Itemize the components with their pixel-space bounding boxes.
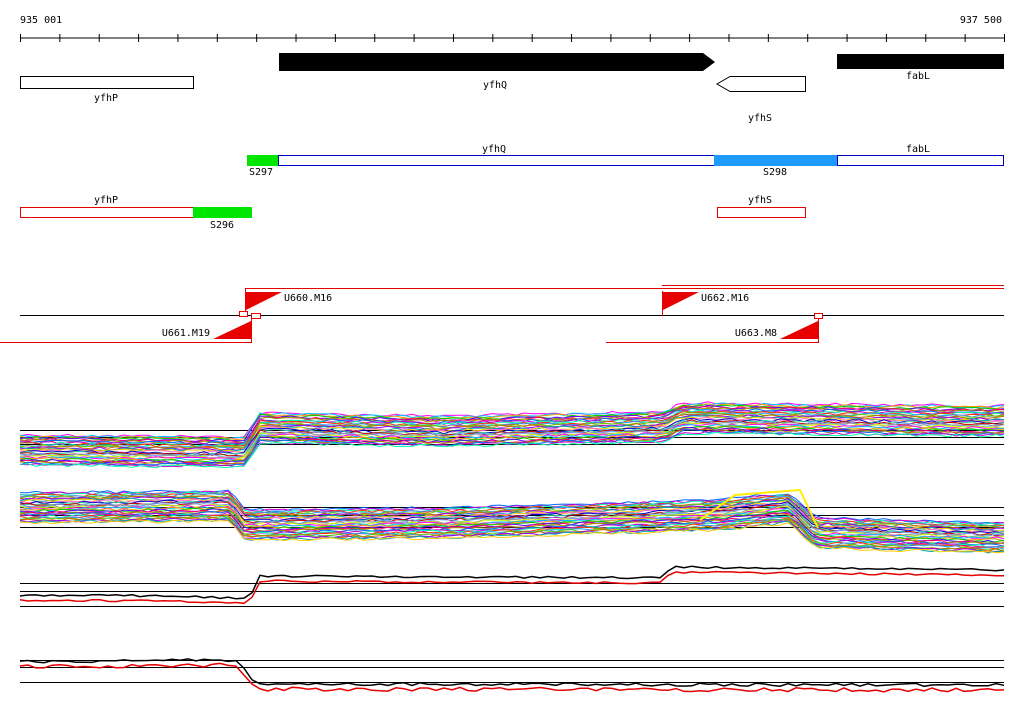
expression-profile-line (19, 503, 1005, 538)
expression-summary-line (19, 565, 1005, 600)
marker-U661-M19-handle[interactable] (239, 311, 248, 317)
ruler-start-label: 935 001 (20, 15, 62, 26)
segment-S298[interactable] (714, 155, 837, 166)
expression-profile-line (19, 414, 1005, 452)
expression-profile-line (19, 419, 1005, 457)
expression-profile-line (699, 488, 819, 529)
expression-profile-line (19, 505, 1005, 542)
expression-profile-line (19, 401, 1005, 439)
segment-yfhS-label: yfhS (748, 195, 772, 206)
expression-profile-line (19, 426, 1005, 464)
marker-track: U660.M16 U662.M16 U661.M19 U663.M8 (0, 285, 1004, 344)
marker-U661-M19-label: U661.M19 (162, 328, 210, 339)
marker-U661-M19-flag-icon (213, 321, 251, 339)
segment-yfhP[interactable] (20, 207, 194, 218)
gene-fabL[interactable] (837, 54, 1004, 69)
segment-S298-label: S298 (763, 167, 787, 178)
expression-profile-line (19, 510, 1005, 545)
expression-profile-line (19, 413, 1005, 451)
ruler-ticks (20, 34, 1005, 42)
expression-profile-line (19, 431, 1005, 469)
segment-yfhQ[interactable] (278, 155, 715, 166)
segment-S297[interactable] (247, 155, 278, 166)
segment-S296[interactable] (193, 207, 252, 218)
expression-panel-reverse-multi (19, 488, 1005, 554)
expression-summary-line (19, 662, 1005, 693)
expression-panel-forward-multi (19, 401, 1005, 469)
expression-profile-line (19, 498, 1005, 534)
segment-track-reverse: yfhP S296 yfhS (20, 195, 806, 231)
gene-yfhS-arrow[interactable] (715, 76, 806, 92)
gene-yfhQ-arrow[interactable] (279, 53, 715, 71)
coordinate-ruler: 935 001 937 500 (20, 15, 1005, 42)
expression-panel-forward-summary (19, 565, 1005, 607)
expression-summary-line (19, 570, 1005, 605)
expression-profile-line (19, 421, 1005, 459)
expression-profile-line (19, 410, 1005, 448)
expression-profile-line (19, 416, 1005, 454)
marker-U663-M8-flag-icon (780, 321, 818, 339)
marker-U660-M16-label: U660.M16 (284, 293, 332, 304)
expression-profile-line (19, 496, 1005, 532)
gene-yfhP-label: yfhP (94, 93, 118, 104)
segment-yfhQ-label: yfhQ (482, 144, 506, 155)
segment-yfhP-label: yfhP (94, 195, 118, 206)
gene-yfhS-label: yfhS (748, 113, 772, 124)
expression-profile-line (19, 489, 1005, 524)
ruler-end-label: 937 500 (960, 15, 1002, 26)
marker-U663-M8[interactable]: U663.M8 (606, 313, 823, 344)
expression-profile-line (19, 497, 1005, 533)
gene-fabL-label: fabL (906, 71, 930, 82)
gene-yfhP[interactable] (20, 76, 194, 89)
segment-S297-label: S297 (249, 167, 273, 178)
marker-U660-M16-flag-icon (246, 292, 282, 310)
segment-track-forward: S297 yfhQ S298 fabL (247, 144, 1004, 178)
marker-U661-M19[interactable]: U661.M19 (0, 311, 261, 344)
segment-S296-label: S296 (210, 220, 234, 231)
marker-U660-M16-handle[interactable] (251, 313, 261, 319)
expression-profile-line (19, 403, 1005, 441)
marker-U663-M8-handle[interactable] (814, 313, 823, 319)
expression-summary-line (19, 658, 1005, 688)
gene-track: yfhP yfhQ yfhS fabL (20, 53, 1004, 124)
expression-profile-line (19, 409, 1005, 447)
marker-U662-M16[interactable]: U662.M16 (662, 285, 1004, 317)
marker-U662-M16-label: U662.M16 (701, 293, 749, 304)
marker-U662-M16-flag-icon (663, 292, 699, 310)
expression-profile-line (19, 427, 1005, 465)
marker-U663-M8-label: U663.M8 (735, 328, 777, 339)
expression-profile-line (19, 493, 1005, 529)
expression-profile-line (19, 422, 1005, 460)
gene-yfhQ-label: yfhQ (483, 80, 507, 91)
marker-U660-M16[interactable]: U660.M16 (245, 288, 1004, 316)
expression-panel-reverse-summary (19, 658, 1005, 693)
segment-yfhS[interactable] (717, 207, 806, 218)
expression-profile-line (19, 519, 1005, 554)
segment-fabL-label: fabL (906, 144, 930, 155)
segment-fabL[interactable] (837, 155, 1004, 166)
